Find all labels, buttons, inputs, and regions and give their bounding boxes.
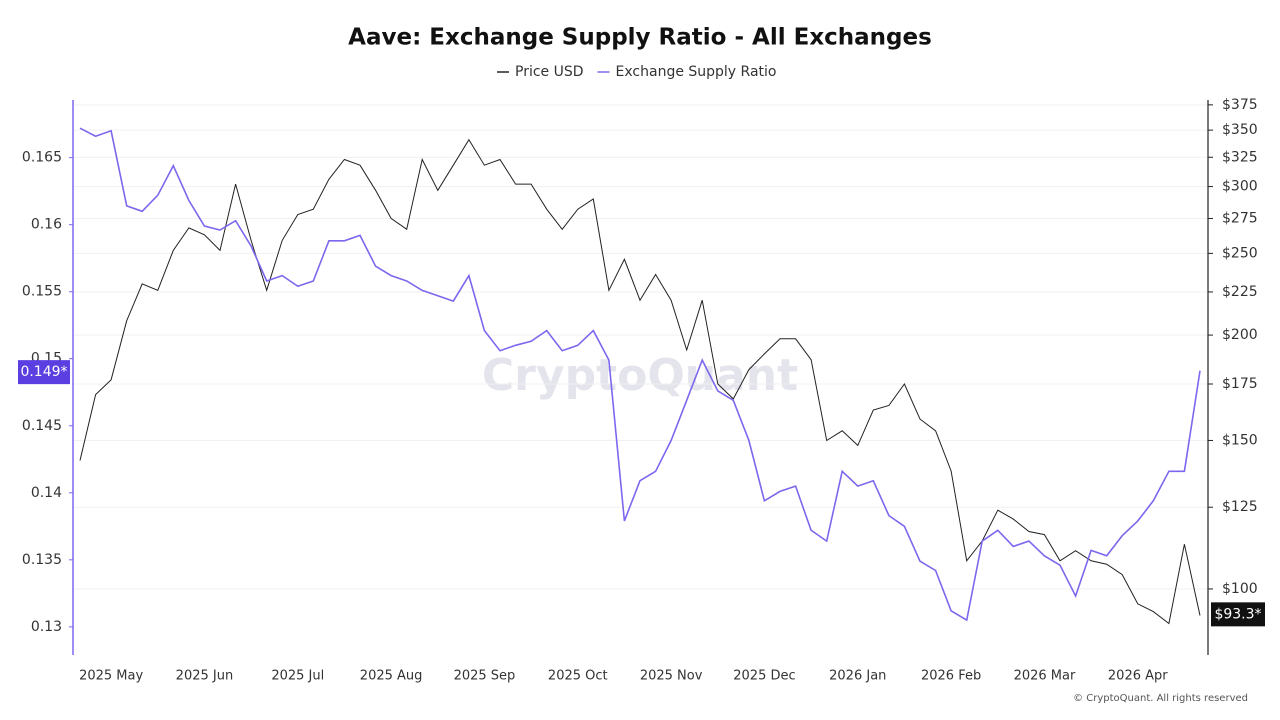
x-tick-label: 2025 Jul [271, 669, 324, 684]
y-tick-label: 0.14 [31, 485, 62, 501]
y2-tick-label: $225 [1222, 284, 1258, 300]
y2-tick-label: $125 [1222, 499, 1258, 515]
x-tick-label: 2025 Jun [176, 669, 234, 684]
legend: Price USD Exchange Supply Ratio [497, 64, 777, 80]
y-tick-label: 0.13 [31, 619, 62, 635]
y2-tick-label: $175 [1222, 376, 1258, 392]
y-tick-label: 0.155 [22, 284, 62, 300]
series-line [79, 127, 1201, 622]
legend-label: Price USD [515, 64, 584, 80]
x-tick-label: 2026 Apr [1108, 669, 1168, 684]
watermark: CryptoQuant [482, 350, 798, 401]
y-tick-label: 0.165 [22, 150, 62, 166]
y2-tick-label: $375 [1222, 97, 1258, 113]
series-line [79, 138, 1201, 625]
y2-tick-label: $200 [1222, 327, 1258, 343]
y2-tick-label: $250 [1222, 245, 1258, 261]
x-tick-label: 2026 Mar [1014, 669, 1076, 684]
x-tick-label: 2025 Dec [733, 669, 795, 684]
value-badge-label: 0.149* [20, 364, 67, 380]
y2-tick-label: $300 [1222, 179, 1258, 195]
y2-tick-label: $100 [1222, 581, 1258, 597]
x-tick-label: 2025 Oct [548, 669, 608, 684]
footer: © CryptoQuant. All rights reserved [1073, 693, 1248, 704]
x-tick-label: 2026 Jan [829, 669, 886, 684]
x-tick-label: 2025 May [79, 669, 143, 684]
chart-title: Aave: Exchange Supply Ratio - All Exchan… [348, 25, 932, 51]
x-tick-label: 2025 Sep [454, 669, 516, 684]
value-badge [18, 360, 70, 385]
y2-tick-label: $325 [1222, 149, 1258, 165]
y2-tick-label: $275 [1222, 210, 1258, 226]
x-tick-label: 2025 Aug [360, 669, 423, 684]
value-badge-label: $93.3* [1214, 606, 1261, 622]
x-tick-label: 2026 Feb [921, 669, 981, 684]
y2-tick-label: $350 [1222, 122, 1258, 138]
y-tick-label: 0.145 [22, 418, 62, 434]
y-tick-label: 0.135 [22, 552, 62, 568]
x-tick-label: 2025 Nov [640, 669, 703, 684]
y2-tick-label: $150 [1222, 432, 1258, 448]
value-badge [1211, 602, 1265, 627]
y-tick-label: 0.16 [31, 217, 62, 233]
legend-label: Exchange Supply Ratio [616, 64, 777, 80]
